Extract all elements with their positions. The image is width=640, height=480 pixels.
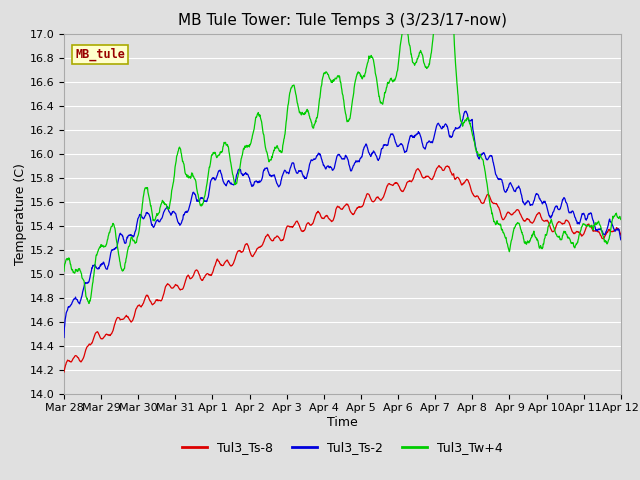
Legend: Tul3_Ts-8, Tul3_Ts-2, Tul3_Tw+4: Tul3_Ts-8, Tul3_Ts-2, Tul3_Tw+4 xyxy=(177,436,508,459)
Title: MB Tule Tower: Tule Temps 3 (3/23/17-now): MB Tule Tower: Tule Temps 3 (3/23/17-now… xyxy=(178,13,507,28)
X-axis label: Time: Time xyxy=(327,416,358,429)
Y-axis label: Temperature (C): Temperature (C) xyxy=(13,163,27,264)
Text: MB_tule: MB_tule xyxy=(75,48,125,61)
